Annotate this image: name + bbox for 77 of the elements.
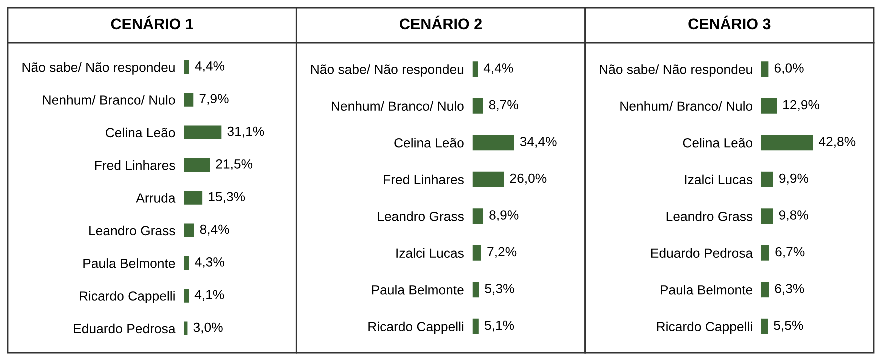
bar [184,224,194,238]
bar [761,135,814,151]
data-label: 15,3% [209,192,246,204]
chart-title: CENÁRIO 2 [400,16,482,30]
y-tick-label: Celina Leão [106,128,176,138]
bar [761,172,774,188]
y-tick-label: Arruda [136,193,176,203]
data-label: 34,4% [520,137,557,148]
y-tick-label: Ricardo Cappelli [657,322,752,334]
y-tick-label: Ricardo Cappelli [368,322,464,334]
chart-title: CENÁRIO 3 [688,16,771,30]
data-label: 5,5% [774,320,804,332]
bar [761,62,769,78]
y-tick-label: Nenhum/ Branco/ Nulo [620,101,753,112]
bar [472,172,504,188]
y-tick-label: Não sabe/ Não respondeu [600,64,752,77]
y-tick-label: Leandro Grass [90,226,176,236]
y-tick-label: Izalci Lucas [685,174,753,185]
y-tick-label: Eduardo Pedrosa [651,248,754,258]
bar [184,289,190,303]
data-label: 26,0% [510,174,547,185]
data-label: 12,9% [784,100,820,112]
data-label: 9,8% [779,210,808,222]
y-tick-label: Fred Linhares [384,174,464,185]
y-tick-label: Não sabe/ Não respondeu [311,64,464,77]
y-tick-label: Eduardo Pedrosa [74,324,176,334]
bar [184,60,190,74]
data-label: 7,2% [488,247,517,258]
data-label: 8,4% [200,224,230,236]
data-label: 6,3% [775,284,804,295]
y-tick-label: Paula Belmonte [661,285,753,295]
y-tick-label: Leandro Grass [378,212,464,222]
y-tick-label: Ricardo Cappelli [80,291,175,304]
data-label: 4,4% [484,64,514,74]
bar [472,62,478,78]
bar [472,245,482,261]
bar [761,318,768,334]
y-tick-label: Izalci Lucas [396,248,464,258]
data-label: 7,9% [200,94,229,106]
data-label: 5,3% [485,284,514,295]
data-label: 42,8% [818,137,856,148]
bar [472,135,514,151]
y-tick-label: Fred Linhares [95,160,176,170]
data-label: 6,7% [776,247,805,258]
y-tick-label: Nenhum/ Branco/ Nulo [332,101,464,112]
bar [761,282,770,298]
bar [184,93,194,107]
data-label: 6,0% [774,64,804,74]
y-tick-label: Paula Belmonte [372,285,464,295]
bar [184,256,190,270]
data-label: 9,9% [780,174,809,185]
data-label: 4,3% [195,258,224,268]
chart-title: CENÁRIO 1 [111,16,194,30]
y-tick-label: Paula Belmonte [84,258,176,268]
y-tick-label: Não sabe/ Não respondeu [22,62,175,75]
y-tick-label: Nenhum/ Branco/ Nulo [43,95,176,105]
bar [472,208,484,224]
data-label: 4,1% [194,290,224,302]
y-tick-label: Leandro Grass [666,212,753,222]
bar [761,208,774,224]
bar [184,158,210,172]
bar [184,126,222,140]
bar [184,191,203,205]
bar [761,245,770,261]
data-label: 31,1% [228,126,264,138]
data-label: 5,1% [485,320,514,332]
y-tick-label: Celina Leão [394,138,464,148]
y-tick-label: Celina Leão [683,138,753,148]
bar [472,282,480,298]
bar [472,98,484,114]
data-label: 8,7% [489,100,518,112]
data-label: 4,4% [195,62,225,72]
data-label: 8,9% [490,210,519,222]
bar [761,98,778,114]
bar [472,318,479,334]
data-label: 21,5% [216,160,253,170]
data-label: 3,0% [194,322,223,334]
